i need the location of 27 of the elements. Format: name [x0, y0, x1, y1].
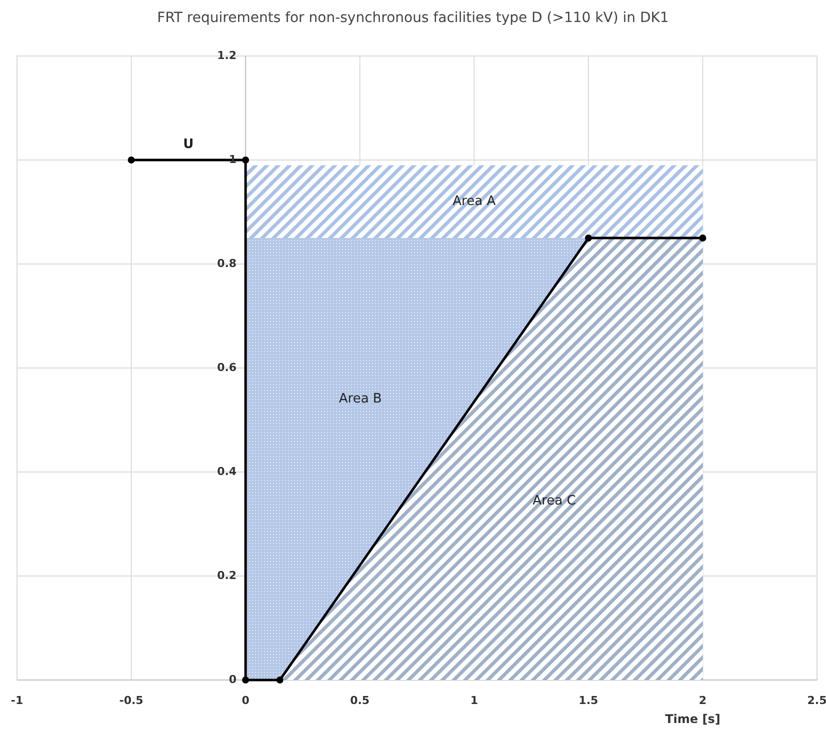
x-tick-label: 0.5	[350, 694, 370, 707]
x-tick-label: -1	[10, 694, 24, 707]
point	[699, 234, 706, 242]
x-tick-label: 1	[470, 694, 478, 707]
x-tick-label: 1.5	[578, 694, 598, 707]
point	[242, 676, 250, 684]
x-axis-title: Time [s]	[665, 712, 720, 726]
y-tick-label: 0.4	[217, 465, 237, 478]
x-tick-label: -0.5	[119, 694, 144, 707]
y-tick-label: 0.2	[217, 569, 237, 582]
y-tick-label: 1	[228, 153, 237, 166]
series-label: U	[183, 137, 194, 152]
point	[584, 234, 592, 242]
point	[276, 676, 284, 684]
series-label: Area C	[532, 494, 576, 509]
y-tick-label: 0.8	[217, 257, 237, 270]
series-label: Area A	[452, 194, 496, 210]
x-tick-label: 2	[698, 694, 707, 707]
y-tick-label: 1.2	[217, 49, 237, 62]
y-tick-label: 0.6	[217, 361, 237, 374]
chart-title: FRT requirements for non-synchronous facilities type D (>110 kV) in DK1	[157, 10, 669, 26]
x-tick-label: 0	[242, 694, 250, 707]
y-tick-label: 0	[228, 673, 237, 686]
point	[128, 156, 135, 164]
point	[242, 156, 250, 164]
series-label: Area B	[338, 392, 382, 407]
x-tick-label: 2.5	[807, 694, 826, 707]
